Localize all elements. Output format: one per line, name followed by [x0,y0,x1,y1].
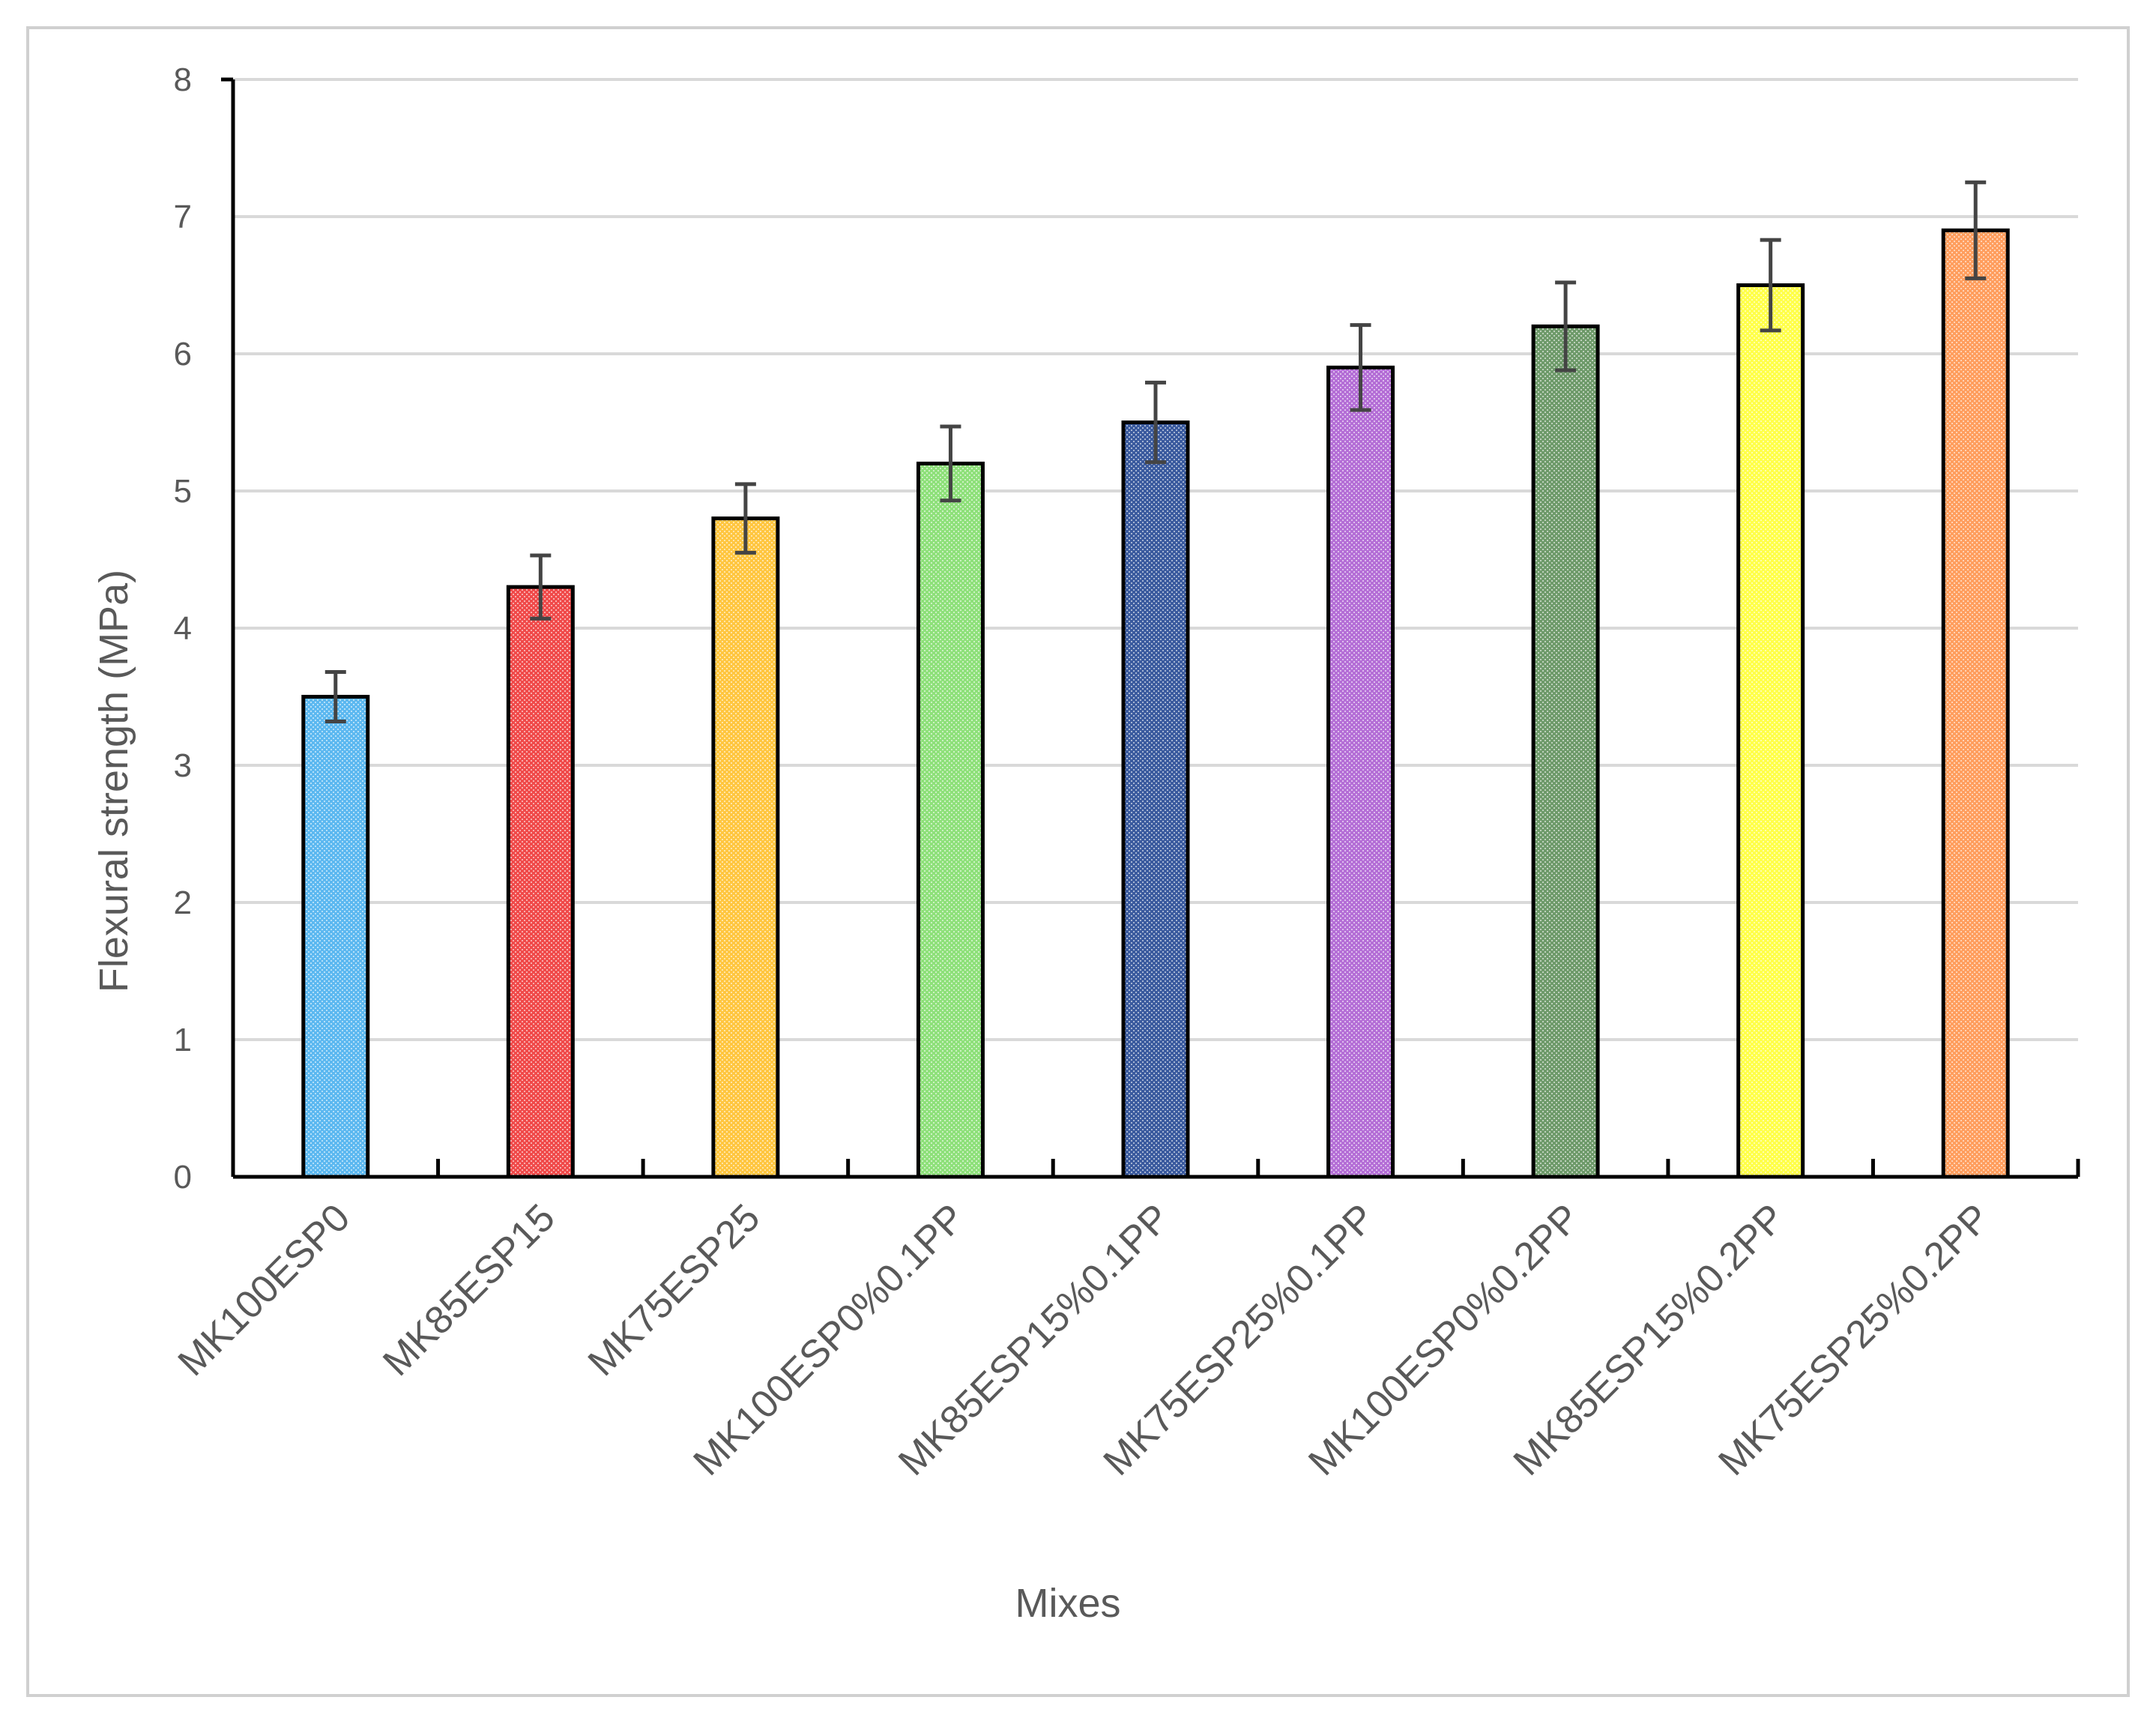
bar [1121,421,1190,1179]
y-tick-labels: 0 1 2 3 4 5 6 7 8 [174,61,192,1196]
y-tick-label: 7 [174,199,192,235]
error-bar [1350,323,1371,412]
error-bar [1965,180,1987,280]
bar [1941,228,2010,1179]
error-bar [324,670,346,723]
x-axis-title: Mixes [1015,1581,1120,1626]
error-bar [1760,238,1781,333]
y-tick-label: 0 [174,1159,192,1196]
bar [1736,283,1805,1179]
error-bar [1555,280,1577,373]
y-axis-title: Flexural strength (MPa) [91,570,136,992]
error-bar [530,553,552,621]
bar [506,585,575,1179]
y-tick-label: 1 [174,1022,192,1058]
y-tick-label: 3 [174,747,192,784]
bar-series [301,228,2010,1179]
bar [711,516,780,1179]
bar [1531,324,1600,1179]
bar [916,461,985,1179]
y-tick-label: 2 [174,884,192,921]
error-bar [1145,380,1166,465]
bar [301,695,370,1179]
y-tick-label: 4 [174,610,192,647]
bar [1326,365,1395,1179]
error-bar [940,424,961,503]
error-bar [734,482,756,555]
error-bars [324,180,1987,723]
y-tick-label: 8 [174,61,192,98]
y-tick-label: 5 [174,473,192,510]
axes [221,77,2080,1179]
y-tick-label: 6 [174,336,192,373]
